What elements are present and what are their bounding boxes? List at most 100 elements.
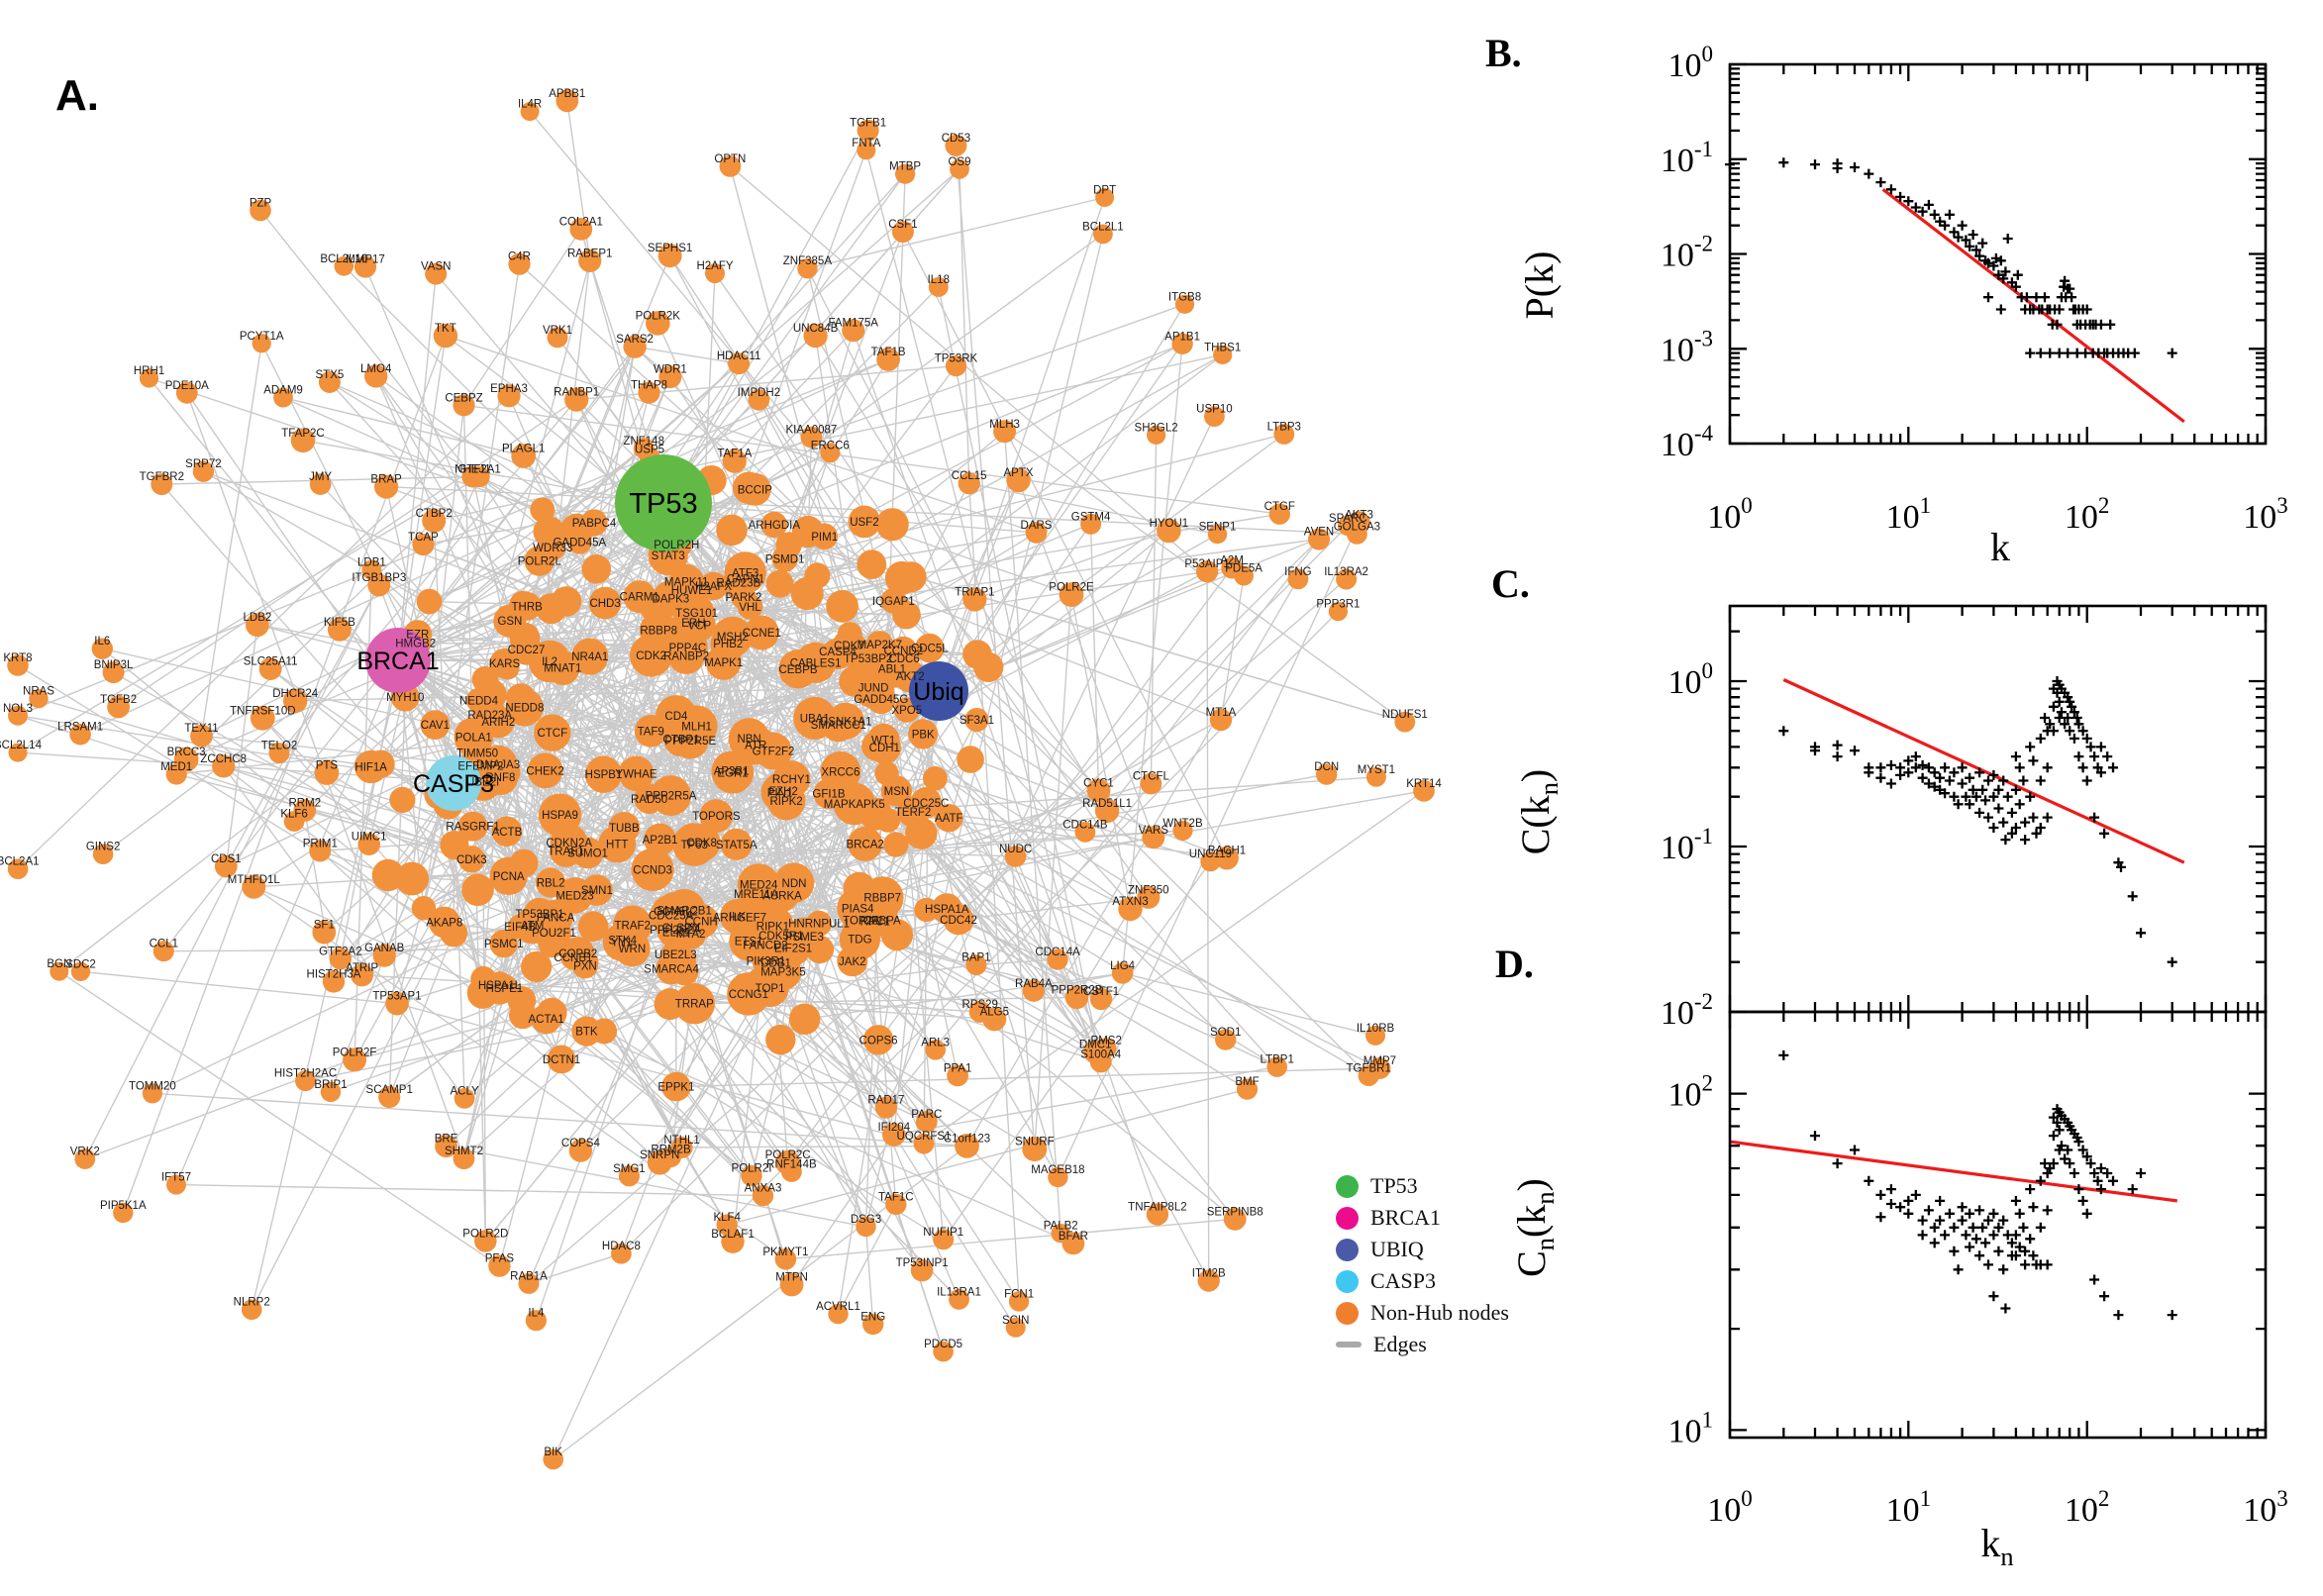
node-label: GSTM4 [1071, 511, 1111, 523]
node-label: IL10RB [1357, 1023, 1395, 1035]
node-label: PIAS4 [842, 903, 874, 915]
node-label: NR4A1 [571, 651, 608, 663]
node-label: BCCIP [738, 484, 772, 496]
node-label: CAPN1 [727, 574, 764, 586]
network-node [1268, 503, 1291, 525]
network-node [1089, 987, 1113, 1011]
network-node [290, 428, 316, 453]
network-node [550, 834, 582, 867]
node-label: MTPN [775, 1272, 808, 1284]
network-node [800, 426, 823, 449]
node-label: TELO2 [261, 741, 297, 752]
node-label: THAP8 [631, 380, 667, 392]
network-node [1328, 602, 1348, 622]
network-edge [1220, 574, 1245, 721]
network-edge [675, 1067, 1381, 1088]
node-label: ATRIP [346, 962, 378, 974]
node-label: NHEJ1 [454, 464, 490, 476]
hub-node-casp3 [426, 755, 481, 811]
node-label: TP53BP2 [844, 653, 892, 665]
network-node [151, 473, 173, 496]
node-label: SMG1 [613, 1163, 646, 1175]
network-node [214, 854, 238, 878]
node-label: HRH1 [134, 365, 164, 377]
node-label: POLA1 [455, 732, 492, 744]
network-edge [806, 196, 1106, 269]
node-label: BACH1 [1208, 846, 1246, 857]
network-node [1215, 846, 1239, 870]
network-edge [453, 745, 877, 784]
node-label: STK4 [608, 935, 637, 947]
network-node [8, 705, 28, 726]
network-node [933, 1229, 955, 1250]
node-label: MSH2 [717, 632, 749, 644]
network-node [719, 155, 742, 177]
node-label: SEPHS1 [648, 243, 692, 254]
node-label: PRIM1 [303, 839, 338, 850]
node-label: ARHGEF7 [713, 913, 766, 925]
node-label: MYH10 [386, 692, 424, 704]
node-label: TGFBR2 [140, 471, 184, 483]
node-label: BGN [47, 958, 71, 970]
network-edge [938, 286, 1102, 1063]
network-node [1215, 1029, 1237, 1050]
network-edge [726, 1088, 1249, 1226]
node-label: MAPK1 [704, 657, 743, 669]
network-node [489, 929, 518, 958]
node-label: TOP1 [756, 983, 785, 995]
network-node [1094, 798, 1120, 824]
node-label: RAD51L1 [1082, 798, 1132, 810]
node-label: PALB2 [1044, 1221, 1078, 1233]
network-node [892, 600, 921, 630]
network-node [367, 573, 391, 597]
network-edge [729, 165, 1208, 572]
node-label: CTBP2 [416, 508, 453, 520]
network-node [914, 897, 939, 923]
node-label: OPTN [714, 153, 746, 165]
network-edge [152, 1092, 968, 1147]
node-label: TP53INP1 [896, 1257, 949, 1269]
node-label: TSG101 [675, 608, 718, 620]
network-node [577, 911, 609, 942]
node-label: BAP1 [961, 952, 990, 964]
network-node [411, 896, 437, 921]
node-label: ENG [860, 1311, 885, 1323]
node-label: CEBPZ [445, 392, 482, 404]
network-edge [837, 1203, 897, 1315]
hub-label-tp53: TP53 [629, 488, 697, 520]
network-node [1174, 294, 1195, 314]
node-label: SNRPN [640, 1149, 679, 1161]
network-node [538, 928, 567, 958]
network-node [559, 513, 594, 548]
node-label: RAD23A [467, 710, 512, 722]
network-edge [445, 927, 682, 1147]
network-node [925, 1040, 946, 1060]
network-node [416, 588, 443, 615]
network-node [1059, 582, 1084, 607]
network-node [372, 944, 396, 967]
network-edge [397, 659, 625, 829]
network-node [107, 695, 130, 719]
network-node [748, 389, 770, 411]
network-node [378, 1085, 401, 1109]
node-label: SMARCB1 [656, 905, 712, 917]
network-edge [397, 513, 1281, 661]
network-edge [175, 1183, 764, 1197]
node-label: BNIP3L [94, 659, 134, 671]
node-label: AP2B1 [643, 835, 678, 847]
legend-label: UBIQ [1370, 1237, 1424, 1261]
network-node [826, 590, 858, 623]
node-label: HSPB1 [585, 769, 623, 781]
network-node [389, 786, 416, 814]
node-label: CCND3 [633, 864, 672, 876]
network-node [657, 244, 682, 268]
node-label: THBS1 [1204, 342, 1241, 353]
node-label: MTBP [889, 161, 921, 173]
x-tick-label: 102 [2065, 1486, 2110, 1529]
network-edge [545, 789, 1100, 1020]
node-label: RIPK1 [757, 922, 789, 934]
network-edge [810, 303, 1186, 439]
network-edge [938, 343, 1183, 692]
network-node [765, 569, 794, 598]
